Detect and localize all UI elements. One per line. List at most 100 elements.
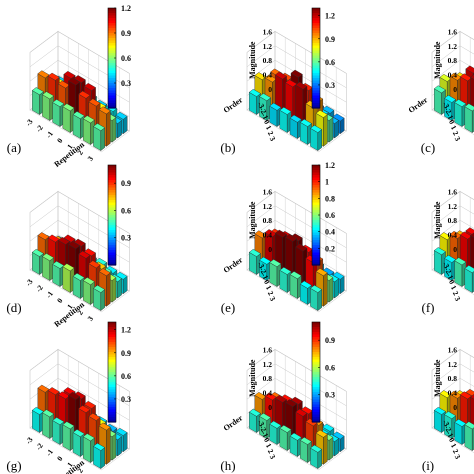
y-tick-label: 1 (264, 124, 274, 132)
colorbar-segment (108, 332, 116, 336)
bar (62, 263, 75, 294)
colorbar-segment (312, 352, 320, 356)
colorbar-segment (108, 404, 116, 408)
bar-top (454, 99, 467, 108)
y-tick-label: -2 (257, 424, 268, 434)
colorbar-segment (312, 404, 320, 408)
grid-line (29, 205, 130, 249)
colorbar-segment (312, 165, 320, 169)
colorbar-tick-label: 0.8 (325, 194, 335, 203)
panel-label: (e) (221, 300, 235, 315)
colorbar-segment (312, 329, 320, 333)
bar (93, 442, 106, 470)
colorbar-segment (312, 197, 320, 201)
colorbar-segment (108, 362, 116, 366)
bar-top (285, 399, 298, 408)
bar (269, 259, 282, 288)
colorbar-segment (312, 95, 320, 99)
colorbar-segment (312, 337, 320, 341)
bar-top (78, 90, 91, 99)
bar-top (115, 111, 128, 120)
colorbar-tick-label: 0.6 (121, 372, 131, 381)
bar (279, 424, 292, 452)
bar-top (52, 417, 65, 426)
y-tick-label: 0 (447, 118, 457, 126)
y-tick-label: -1 (259, 429, 270, 439)
bar-top (88, 412, 101, 421)
colorbar-segment (108, 222, 116, 226)
colorbar-segment (312, 172, 320, 176)
y-tick-label: 1 (264, 442, 274, 450)
colorbar-segment (312, 10, 320, 14)
bar-top (82, 433, 95, 442)
colorbar-segment (312, 372, 320, 376)
colorbar-segment (108, 367, 116, 371)
bar-top (269, 420, 282, 429)
colorbar-segment (312, 255, 320, 259)
bar (31, 248, 44, 276)
colorbar-tick-label: 1.2 (325, 161, 335, 170)
bar-top (289, 271, 302, 280)
bar-top (115, 427, 128, 436)
bar-top (248, 88, 261, 97)
y-tick-label: -1 (444, 271, 455, 281)
colorbar-segment (312, 357, 320, 361)
colorbar-segment (108, 98, 116, 102)
colorbar-segment (108, 369, 116, 373)
z-tick-label: 0.8 (448, 56, 458, 65)
colorbar-segment (312, 15, 320, 19)
colorbar-segment (312, 175, 320, 179)
colorbar-segment (108, 78, 116, 82)
bar (299, 118, 312, 146)
colorbar-segment (312, 327, 320, 331)
colorbar-segment (108, 180, 116, 184)
y-tick-label: 3 (453, 295, 463, 303)
grid-line (431, 349, 474, 371)
bar-top (42, 409, 55, 418)
bar-top (274, 394, 287, 403)
bar-top (465, 65, 474, 74)
grid-line (431, 45, 474, 68)
z-tick-label: 0.8 (263, 374, 273, 383)
colorbar-segment (108, 93, 116, 97)
colorbar-segment (108, 8, 116, 12)
y-tick-label: 1 (449, 284, 459, 292)
x-tick-label: 2 (75, 148, 85, 156)
bar (31, 87, 44, 116)
colorbar-segment (312, 53, 320, 57)
colorbar-segment (312, 369, 320, 373)
bar-top (322, 423, 335, 432)
colorbar-segment (312, 83, 320, 87)
colorbar-segment (108, 195, 116, 199)
grid-line (431, 59, 474, 82)
colorbar-segment (108, 387, 116, 391)
bar-top (47, 387, 60, 396)
bar-top (31, 87, 44, 96)
bar-top (464, 265, 474, 274)
bar-top (299, 436, 312, 445)
grid-line (29, 45, 130, 89)
grid-line (431, 31, 474, 53)
bar (248, 88, 261, 116)
colorbar-segment (312, 45, 320, 49)
bar (289, 271, 302, 300)
colorbar-segment (108, 63, 116, 67)
bar-top (289, 114, 302, 123)
colorbar-tick-label: 1 (325, 178, 329, 187)
colorbar-segment (108, 372, 116, 376)
colorbar-segment (312, 262, 320, 266)
colorbar-tick-label: 0.6 (121, 54, 131, 63)
colorbar-segment (312, 38, 320, 42)
bar (310, 284, 323, 312)
z-axis-title: Magnitude (248, 41, 257, 79)
bar (72, 429, 85, 458)
z-tick-label: 1.2 (263, 202, 273, 211)
panel-label: (d) (6, 300, 21, 315)
colorbar-segment (312, 235, 320, 239)
y-axis-title: Order (222, 95, 245, 115)
bar-side (323, 433, 328, 465)
x-tick-label: 3 (86, 314, 96, 322)
bar (289, 432, 302, 458)
